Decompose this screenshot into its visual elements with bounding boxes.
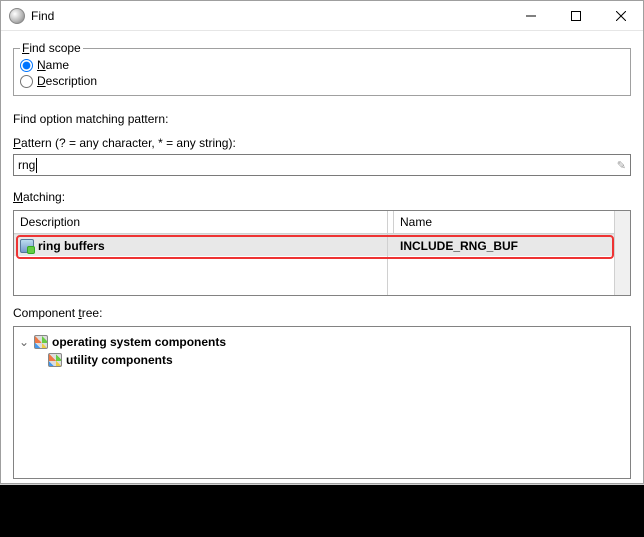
dialog-content: Find scope Name Description Find option …: [1, 31, 643, 483]
tree-item-utility-components[interactable]: utility components: [18, 351, 626, 369]
scope-name-label: Name: [37, 57, 69, 73]
scope-name-input[interactable]: [20, 59, 33, 72]
package-icon: [48, 353, 62, 367]
package-icon: [34, 335, 48, 349]
titlebar: Find: [1, 1, 643, 31]
find-scope-legend: Find scope: [20, 41, 83, 55]
pattern-input-wrap[interactable]: rng ✎: [13, 154, 631, 176]
tree-item-label: operating system components: [52, 333, 226, 351]
find-dialog: Find Find scope Name Description Find op…: [0, 0, 644, 484]
window-title: Find: [31, 9, 508, 23]
find-option-label: Find option matching pattern:: [13, 112, 631, 126]
pattern-label: Pattern (? = any character, * = any stri…: [13, 136, 631, 150]
table-header: Description Name: [14, 211, 630, 234]
pattern-input-text: rng: [18, 158, 35, 172]
scope-description-label: Description: [37, 73, 97, 89]
cell-description-text: ring buffers: [38, 239, 105, 253]
scope-name-radio[interactable]: Name: [20, 57, 624, 73]
component-tree-label: Component tree:: [13, 306, 631, 320]
matching-label: Matching:: [13, 190, 631, 204]
minimize-button[interactable]: [508, 1, 553, 30]
cell-description: ring buffers: [14, 239, 394, 253]
matching-table: Description Name ring buffers INCLUDE_RN…: [13, 210, 631, 296]
maximize-button[interactable]: [553, 1, 598, 30]
scrollbar[interactable]: [614, 211, 630, 295]
scope-description-input[interactable]: [20, 75, 33, 88]
text-caret: [36, 158, 37, 173]
col-description[interactable]: Description: [14, 211, 394, 233]
cell-name: INCLUDE_RNG_BUF: [394, 239, 630, 253]
clear-input-icon[interactable]: ✎: [617, 159, 626, 172]
scope-description-radio[interactable]: Description: [20, 73, 624, 89]
component-icon: [20, 239, 34, 253]
column-divider[interactable]: [387, 211, 388, 295]
component-tree: ⌄ operating system components utility co…: [13, 326, 631, 479]
tree-item-label: utility components: [66, 351, 173, 369]
table-row[interactable]: ring buffers INCLUDE_RNG_BUF: [14, 234, 630, 256]
col-name[interactable]: Name: [394, 211, 630, 233]
app-icon: [9, 8, 25, 24]
close-button[interactable]: [598, 1, 643, 30]
expand-icon[interactable]: ⌄: [18, 333, 30, 351]
find-scope-group: Find scope Name Description: [13, 41, 631, 96]
tree-item-os-components[interactable]: ⌄ operating system components: [18, 333, 626, 351]
